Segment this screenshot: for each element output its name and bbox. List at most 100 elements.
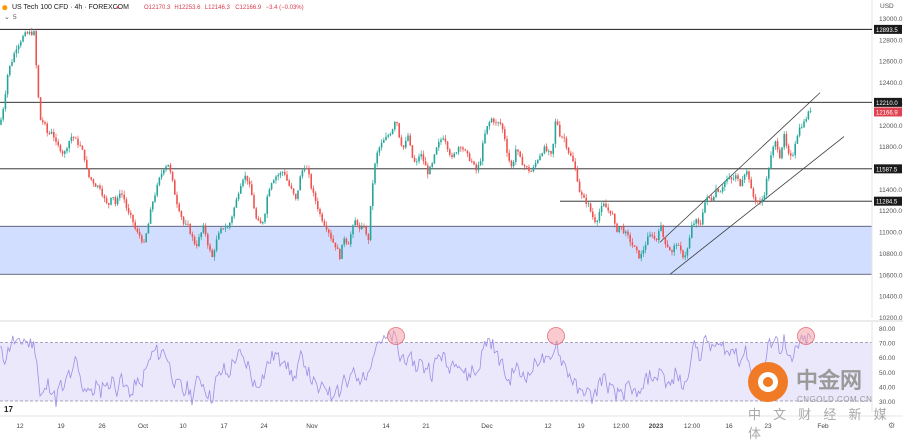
candle-body	[53, 131, 55, 138]
candle-body	[647, 236, 649, 245]
price-tick-label: 11800.0	[879, 144, 902, 151]
candle-body	[77, 138, 79, 146]
candle-body	[33, 31, 35, 35]
candle-body	[765, 178, 768, 196]
time-tick-label: 14	[382, 423, 390, 430]
price-tick-label: 12800.0	[879, 37, 903, 44]
candle-body	[301, 170, 304, 177]
candle-body	[92, 179, 95, 184]
candle-body	[737, 175, 739, 180]
candle-body	[684, 255, 686, 258]
candle-body	[776, 141, 779, 150]
chart-svg[interactable]: 13000.012800.012600.012400.012200.012000…	[0, 0, 903, 431]
candle-body	[704, 202, 706, 213]
settings-gear-icon[interactable]: ⚙	[888, 421, 895, 430]
candle-body	[110, 197, 112, 205]
candle-body	[246, 175, 249, 182]
candle-body	[774, 141, 777, 147]
candle-body	[235, 199, 238, 208]
candle-body	[165, 166, 167, 170]
candle-body	[163, 169, 165, 174]
candle-body	[402, 145, 405, 148]
candle-body	[519, 151, 521, 157]
channel-lower-line	[669, 136, 845, 275]
candle-body	[484, 133, 486, 144]
candle-body	[728, 177, 730, 179]
candle-body	[715, 188, 717, 198]
candle-body	[396, 122, 398, 124]
ohlc-close: C12166.9	[235, 5, 262, 11]
candle-body	[259, 220, 262, 224]
price-tick-label: 13000.0	[879, 16, 903, 23]
current-price-label: 12166.9	[876, 110, 898, 116]
candle-body	[83, 149, 86, 160]
candle-body	[521, 156, 524, 166]
candle-body	[79, 145, 81, 146]
candle-body	[655, 238, 658, 241]
candles	[0, 27, 812, 262]
candle-body	[541, 153, 543, 156]
candle-body	[97, 185, 99, 187]
overbought-marker	[547, 327, 565, 345]
candle-body	[477, 164, 480, 171]
candle-body	[328, 229, 330, 233]
candle-body	[204, 225, 207, 235]
candle-body	[543, 146, 546, 154]
candle-body	[317, 201, 319, 210]
candle-body	[323, 221, 326, 226]
candle-body	[444, 138, 447, 142]
rsi-tick-label: 40.00	[879, 384, 896, 391]
candle-body	[567, 147, 570, 153]
candle-body	[48, 132, 51, 134]
candle-body	[515, 149, 517, 163]
candle-body	[466, 150, 469, 154]
candle-body	[592, 211, 594, 218]
candle-body	[136, 228, 139, 232]
candle-body	[290, 185, 293, 189]
candle-body	[123, 194, 125, 200]
time-axis: 12 19 26 Oct 10 17 24 Nov 14 21 Dec 12 19 12:00 2023 12…	[0, 415, 903, 430]
candle-body	[708, 197, 711, 198]
rsi-tick-label: 60.00	[879, 355, 896, 362]
candle-body	[169, 164, 172, 172]
candle-body	[400, 137, 403, 146]
candle-body	[783, 134, 785, 148]
candle-body	[138, 231, 141, 236]
candle-body	[746, 171, 748, 175]
candle-body	[785, 134, 788, 146]
candle-body	[585, 197, 587, 204]
time-tick-label: 26	[98, 423, 106, 430]
candle-body	[218, 233, 220, 240]
candle-body	[732, 178, 735, 180]
candle-body	[794, 143, 796, 156]
support-zone	[0, 226, 872, 275]
time-tick-label: 17	[220, 423, 228, 430]
candle-body	[473, 161, 475, 165]
candle-body	[13, 53, 15, 62]
candle-body	[763, 195, 766, 200]
candle-body	[70, 136, 73, 141]
indicator-collapse-icon[interactable]: ⌄	[4, 14, 10, 21]
candle-body	[24, 32, 26, 36]
candle-body	[121, 193, 123, 195]
candle-body	[699, 223, 702, 225]
candle-body	[244, 175, 246, 180]
candle-body	[211, 250, 213, 257]
candle-body	[64, 151, 66, 154]
candle-body	[750, 179, 752, 189]
candle-body	[277, 175, 279, 177]
candle-body	[209, 245, 211, 251]
candle-body	[418, 156, 420, 162]
candle-body	[598, 212, 601, 221]
candle-body	[644, 244, 647, 250]
candle-body	[594, 217, 596, 223]
candle-body	[345, 238, 348, 244]
candle-body	[385, 136, 387, 141]
candle-body	[358, 225, 361, 230]
candle-body	[207, 234, 209, 246]
candle-body	[790, 153, 792, 156]
candle-body	[479, 161, 482, 165]
candle-body	[361, 226, 363, 230]
level-label: 12893.5	[876, 28, 898, 34]
candle-body	[17, 45, 20, 50]
